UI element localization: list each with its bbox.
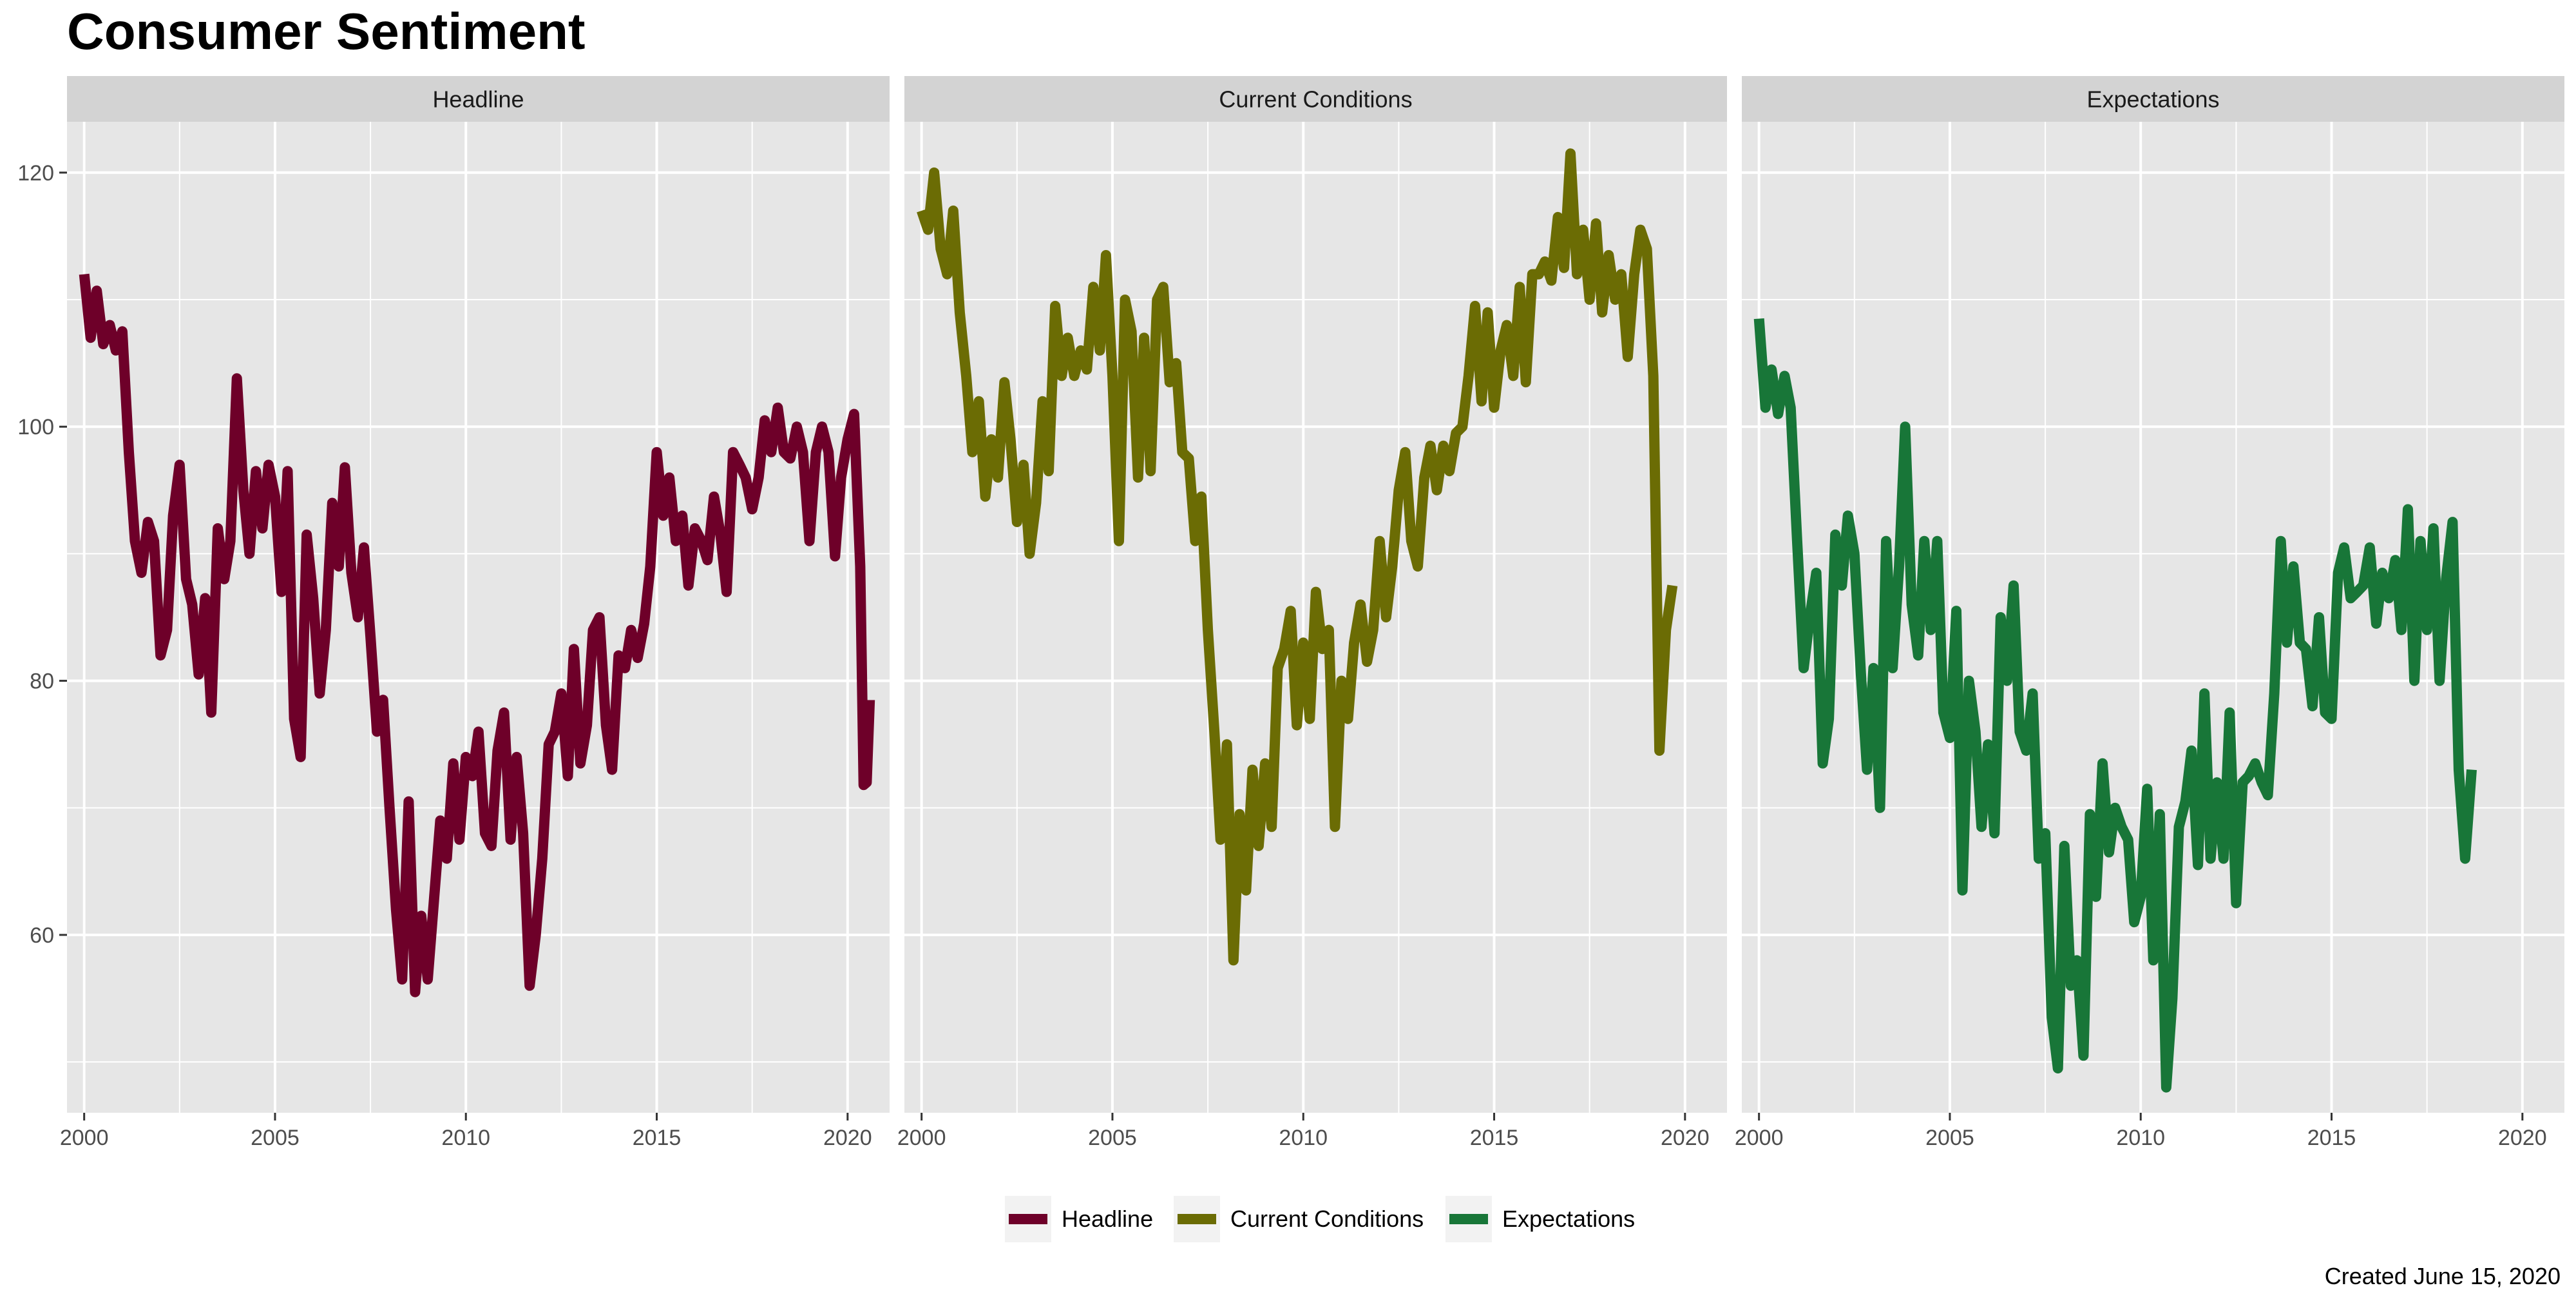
x-tick-label: 2010 <box>1279 1126 1328 1150</box>
x-tick-label: 2005 <box>251 1126 300 1150</box>
x-tick-label: 2020 <box>1661 1126 1710 1150</box>
facet-panels: Headline 2000 2005 2010 2015 2020 60 80 100 120 Cu… <box>17 76 2564 1150</box>
x-tick-label: 2005 <box>1925 1126 1974 1150</box>
x-tick-label: 2015 <box>633 1126 682 1150</box>
x-tick-label: 2020 <box>823 1126 872 1150</box>
x-tick-label: 2000 <box>897 1126 946 1150</box>
series-line-current-conditions <box>917 148 1678 966</box>
facet-panel-2: Current Conditions 2000 2005 2010 2015 2020 <box>897 76 1727 1150</box>
series-line-headline <box>79 273 875 997</box>
facet-strip <box>67 76 890 122</box>
facet-strip <box>1742 76 2564 122</box>
x-tick-label: 2015 <box>1470 1126 1519 1150</box>
facet-strip <box>904 76 1727 122</box>
chart-title: Consumer Sentiment <box>67 3 586 60</box>
y-tick-label: 100 <box>17 415 54 439</box>
y-tick-label: 120 <box>17 161 54 186</box>
x-tick-label: 2020 <box>2498 1126 2547 1150</box>
chart-caption: Created June 15, 2020 <box>2325 1263 2561 1289</box>
facet-panel-3: Expectations 2000 2005 2010 2015 2020 <box>1735 76 2564 1150</box>
x-tick-label: 2000 <box>60 1126 109 1150</box>
x-tick-label: 2005 <box>1088 1126 1137 1150</box>
legend-item: Headline <box>1005 1196 1153 1242</box>
legend-label: Headline <box>1062 1206 1153 1232</box>
legend-label: Current Conditions <box>1230 1206 1424 1232</box>
x-tick-label: 2010 <box>441 1126 490 1150</box>
x-tick-label: 2000 <box>1735 1126 1784 1150</box>
facet-strip-label: Headline <box>432 86 524 113</box>
x-tick-label: 2010 <box>2116 1126 2165 1150</box>
facet-panel-1: Headline 2000 2005 2010 2015 2020 60 80 100 120 <box>17 76 890 1150</box>
legend-item: Expectations <box>1445 1196 1635 1242</box>
facet-strip-label: Current Conditions <box>1219 86 1412 113</box>
legend-item: Current Conditions <box>1174 1196 1424 1242</box>
legend-label: Expectations <box>1502 1206 1635 1232</box>
series-line-expectations <box>1753 318 2477 1093</box>
y-tick-label: 80 <box>30 669 54 694</box>
y-tick-label: 60 <box>30 923 54 948</box>
x-tick-label: 2015 <box>2307 1126 2356 1150</box>
facet-strip-label: Expectations <box>2086 86 2219 113</box>
legend: Headline Current Conditions Expectations <box>1005 1196 1635 1242</box>
